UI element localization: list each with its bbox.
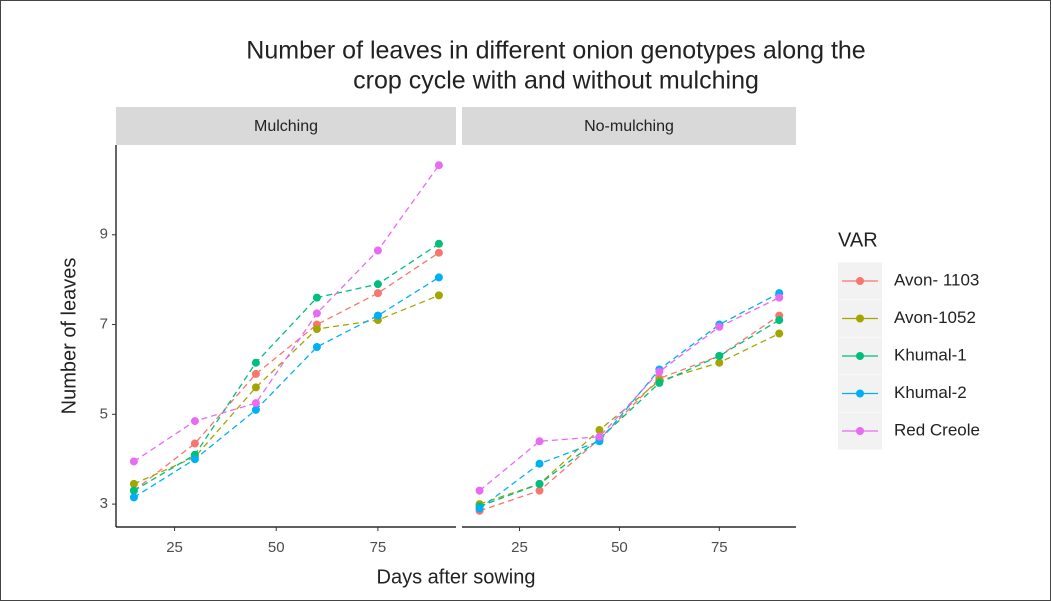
series-line <box>479 297 780 492</box>
data-point <box>251 358 260 367</box>
data-point <box>129 457 138 466</box>
data-point <box>312 293 321 302</box>
data-point <box>715 351 724 360</box>
data-point <box>373 289 382 298</box>
legend-label: Avon- 1103 <box>894 270 979 289</box>
chart-title: Number of leaves in different onion geno… <box>246 37 865 65</box>
y-axis-label: Number of leaves <box>58 258 80 415</box>
legend-label: Khumal-2 <box>894 383 967 402</box>
legend-key-point <box>856 277 864 285</box>
legend-label: Avon-1052 <box>894 308 976 327</box>
x-tick-label: 25 <box>166 539 183 556</box>
data-point <box>535 479 544 488</box>
legend-key-point <box>856 352 864 360</box>
strip <box>116 107 456 145</box>
y-tick-label: 3 <box>100 495 108 512</box>
data-point <box>251 369 260 378</box>
chart-title: crop cycle with and without mulching <box>353 67 759 95</box>
data-point <box>190 439 199 448</box>
strip-label: Mulching <box>254 118 318 135</box>
data-point <box>775 293 784 302</box>
data-point <box>655 378 664 387</box>
x-tick-label: 50 <box>268 539 285 556</box>
data-point <box>129 493 138 502</box>
x-tick-label: 25 <box>511 539 528 556</box>
data-point <box>129 486 138 495</box>
data-point <box>251 399 260 408</box>
y-tick-label: 9 <box>100 226 108 243</box>
data-point <box>373 246 382 255</box>
data-point <box>655 367 664 376</box>
data-point <box>775 329 784 338</box>
series-line <box>479 315 780 512</box>
series-line <box>479 319 780 507</box>
series-line <box>133 276 440 498</box>
data-point <box>434 161 443 170</box>
legend-label: Red Creole <box>894 420 980 439</box>
data-point <box>373 311 382 320</box>
y-tick-label: 5 <box>100 405 108 422</box>
legend-title: VAR <box>838 229 878 251</box>
data-point <box>190 455 199 464</box>
data-point <box>312 325 321 334</box>
strip <box>462 107 796 145</box>
series-line <box>133 252 440 492</box>
data-point <box>373 280 382 289</box>
data-point <box>312 342 321 351</box>
data-point <box>775 316 784 325</box>
data-point <box>535 459 544 468</box>
x-tick-label: 50 <box>611 539 628 556</box>
series-line <box>133 164 440 463</box>
data-point <box>475 486 484 495</box>
data-point <box>535 486 544 495</box>
x-axis-label: Days after sowing <box>377 566 536 588</box>
data-point <box>251 383 260 392</box>
series-line <box>133 243 440 492</box>
data-point <box>129 479 138 488</box>
data-point <box>190 417 199 426</box>
x-tick-label: 75 <box>370 539 387 556</box>
data-point <box>312 309 321 318</box>
legend-label: Khumal-1 <box>894 345 967 364</box>
data-point <box>251 405 260 414</box>
y-tick-label: 7 <box>100 316 108 333</box>
legend-key-point <box>856 314 864 323</box>
data-point <box>715 358 724 367</box>
data-point <box>715 322 724 331</box>
data-point <box>595 432 604 441</box>
series-line <box>479 292 780 510</box>
legend-key-point <box>856 389 864 398</box>
data-point <box>434 239 443 248</box>
data-point <box>434 273 443 282</box>
data-point <box>475 504 484 513</box>
data-point <box>434 248 443 257</box>
data-point <box>434 291 443 300</box>
strip-label: No-mulching <box>584 118 674 135</box>
data-point <box>535 437 544 446</box>
legend-key-point <box>856 427 864 435</box>
x-tick-label: 75 <box>711 539 728 556</box>
data-point <box>595 426 604 435</box>
